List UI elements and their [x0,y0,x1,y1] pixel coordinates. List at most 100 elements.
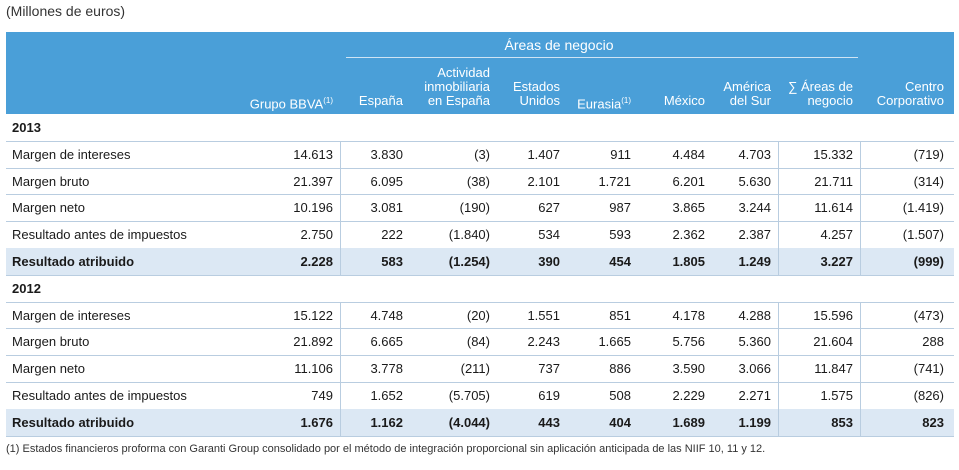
cell: (719) [913,146,944,162]
cell: 6.201 [672,173,705,189]
column-header: Unidos [519,93,560,108]
cell: 3.081 [370,200,403,216]
row-line [6,328,954,330]
cell: 911 [610,146,631,162]
cell: (1.507) [902,227,944,243]
year: 2012 [12,280,41,296]
cell: 5.756 [672,334,705,350]
cell: 749 [311,388,333,403]
cell: 21.892 [293,334,333,350]
column-header: inmobiliaria [424,79,490,94]
row-line [6,301,954,303]
column-header: negocio [807,93,853,108]
col-line [340,408,341,436]
column-header: Eurasia(1) [577,96,631,112]
col-line [860,140,861,168]
col-line [778,167,779,195]
cell: 4.257 [820,227,853,243]
cell: 21.604 [813,334,853,350]
col-line [340,355,341,382]
cell: (1.840) [448,227,490,243]
row-label: Margen bruto [12,173,90,189]
col-line [778,328,779,356]
cell: (1.419) [902,200,944,216]
row-label: Resultado atribuido [12,254,135,269]
column-header: Corporativo [876,93,944,108]
cell: 2.387 [738,227,771,243]
col-line [860,408,861,436]
cell: 3.244 [738,200,771,216]
cell: 627 [538,200,560,216]
cell: 534 [538,227,560,243]
cell: 823 [922,414,944,430]
footnote: (1) Estados financieros proforma con Gar… [6,443,766,455]
cell: 5.630 [738,173,771,189]
cell: 1.199 [738,414,771,430]
col-line [860,382,861,409]
col-line [860,221,861,248]
row-label: Resultado antes de impuestos [12,227,187,243]
column-header: Actividad [437,65,490,80]
cell: 1.689 [672,414,705,430]
cell: (4.044) [448,414,490,430]
col-line [340,194,341,222]
cell: 21.711 [814,173,853,189]
row-line [6,167,954,169]
cell: 987 [609,200,631,216]
cell: 15.122 [293,307,333,323]
column-header: América [723,79,771,94]
row-label: Margen de intereses [12,146,131,162]
col-line [340,301,341,329]
cell: 2.229 [672,388,705,403]
total-band [6,408,954,436]
cell: 21.397 [293,173,333,189]
row-line [6,274,954,276]
row-line [6,194,954,196]
col-line [778,248,779,275]
column-header: México [663,93,705,108]
col-line [340,221,341,248]
cell: 5.360 [738,334,771,350]
cell: (211) [460,361,490,377]
cell: 2.243 [527,334,560,350]
cell: (190) [459,200,490,216]
col-line [340,382,341,409]
row-label: Margen neto [12,200,85,216]
cell: (314) [913,173,944,189]
cell: 593 [609,227,631,243]
cell: (1.254) [448,254,490,269]
cell: 583 [381,254,403,269]
cell: 390 [538,254,560,269]
cell: (84) [466,334,490,350]
cell: (741) [913,361,944,377]
row-label: Margen neto [12,361,85,377]
footnote-ref: (1) [621,96,631,105]
cell: 11.106 [294,361,333,377]
cell: 1.162 [370,414,403,430]
cell: 1.805 [672,254,705,269]
row-line [6,355,954,357]
col-line [778,140,779,168]
cell: (3) [474,146,490,162]
year: 2013 [12,120,41,135]
cell: 2.228 [300,254,333,269]
cell: 4.288 [738,307,771,323]
cell: 6.665 [370,334,403,350]
col-line [340,167,341,195]
cell: 3.590 [672,361,705,377]
cell: 3.865 [672,200,705,216]
cell: 2.362 [672,227,705,243]
col-line [860,328,861,356]
cell: (999) [913,254,944,269]
cell: 404 [609,414,631,430]
cell: (5.705) [448,388,490,403]
cell: 15.596 [813,307,853,323]
column-header: Centro [904,79,944,94]
cell: 1.575 [820,388,853,403]
group-header: Áreas de negocio [504,37,614,53]
group-underline [346,57,858,58]
cell: 14.613 [293,146,333,162]
cell: 288 [922,334,944,350]
col-line [860,355,861,382]
